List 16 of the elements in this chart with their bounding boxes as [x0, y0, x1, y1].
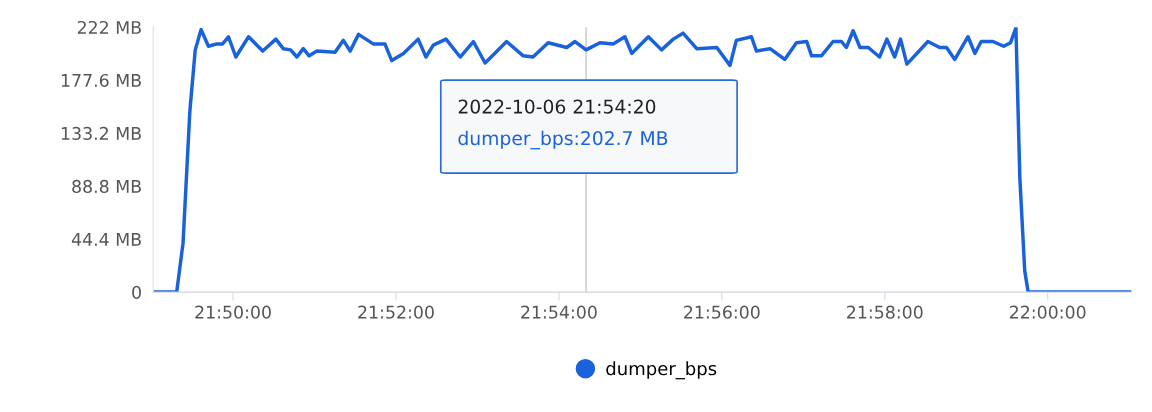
x-tick-label: 21:56:00: [684, 305, 760, 319]
annotation: 2022-10-06 21:54:20: [458, 99, 656, 114]
line-series: [153, 27, 1132, 293]
x-tick-label: 21:54:00: [521, 305, 597, 319]
y-tick-label: 177.6 MB: [61, 73, 141, 88]
x-tick-label: 21:58:00: [847, 305, 923, 319]
x-tick-label: 21:52:00: [358, 305, 434, 319]
y-tick-label: 222 MB: [77, 20, 141, 34]
y-tick-label: 44.4 MB: [71, 233, 141, 246]
legend-label: dumper_bps: [606, 361, 717, 380]
x-tick-label: 22:00:00: [1009, 305, 1086, 319]
x-tick-label: 21:50:00: [195, 305, 271, 319]
y-tick-label: 0: [132, 285, 141, 299]
y-tick-label: 88.8 MB: [72, 179, 141, 193]
annotation: dumper_bps:202.7 MB: [458, 130, 668, 150]
y-tick-label: 133.2 MB: [61, 126, 141, 140]
